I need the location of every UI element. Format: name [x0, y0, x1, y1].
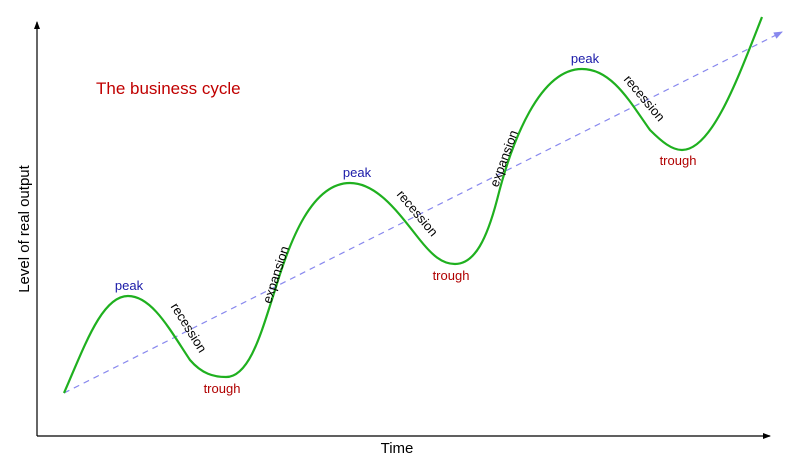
- diagram-title: The business cycle: [96, 79, 241, 98]
- recession-label-1: recession: [168, 300, 210, 355]
- trend-line: [63, 31, 783, 394]
- peak-label-2: peak: [343, 165, 372, 180]
- trough-label-3: trough: [660, 153, 697, 168]
- expansion-label-1: expansion: [259, 244, 292, 305]
- y-axis-label: Level of real output: [16, 164, 33, 292]
- peak-label-3: peak: [571, 51, 600, 66]
- trough-label-1: trough: [204, 381, 241, 396]
- recession-label-2: recession: [394, 187, 441, 239]
- cycle-curve: [62, 16, 764, 394]
- expansion-label-2: expansion: [487, 128, 521, 189]
- peak-label-1: peak: [115, 278, 144, 293]
- trough-label-2: trough: [433, 268, 470, 283]
- x-axis-label: Time: [381, 440, 414, 457]
